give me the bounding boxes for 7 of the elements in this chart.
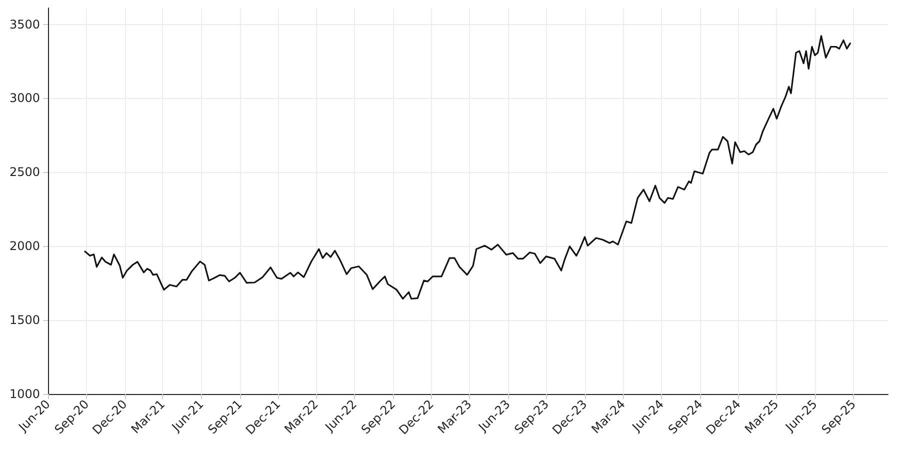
y-tick-label: 2000 [9, 239, 40, 254]
y-tick-label: 2500 [9, 165, 40, 180]
y-tick-label: 3000 [9, 91, 40, 106]
y-tick-label: 3500 [9, 17, 40, 32]
line-series [84, 35, 851, 300]
y-tick-label: 1000 [9, 387, 40, 401]
y-tick-label: 1500 [9, 313, 40, 328]
